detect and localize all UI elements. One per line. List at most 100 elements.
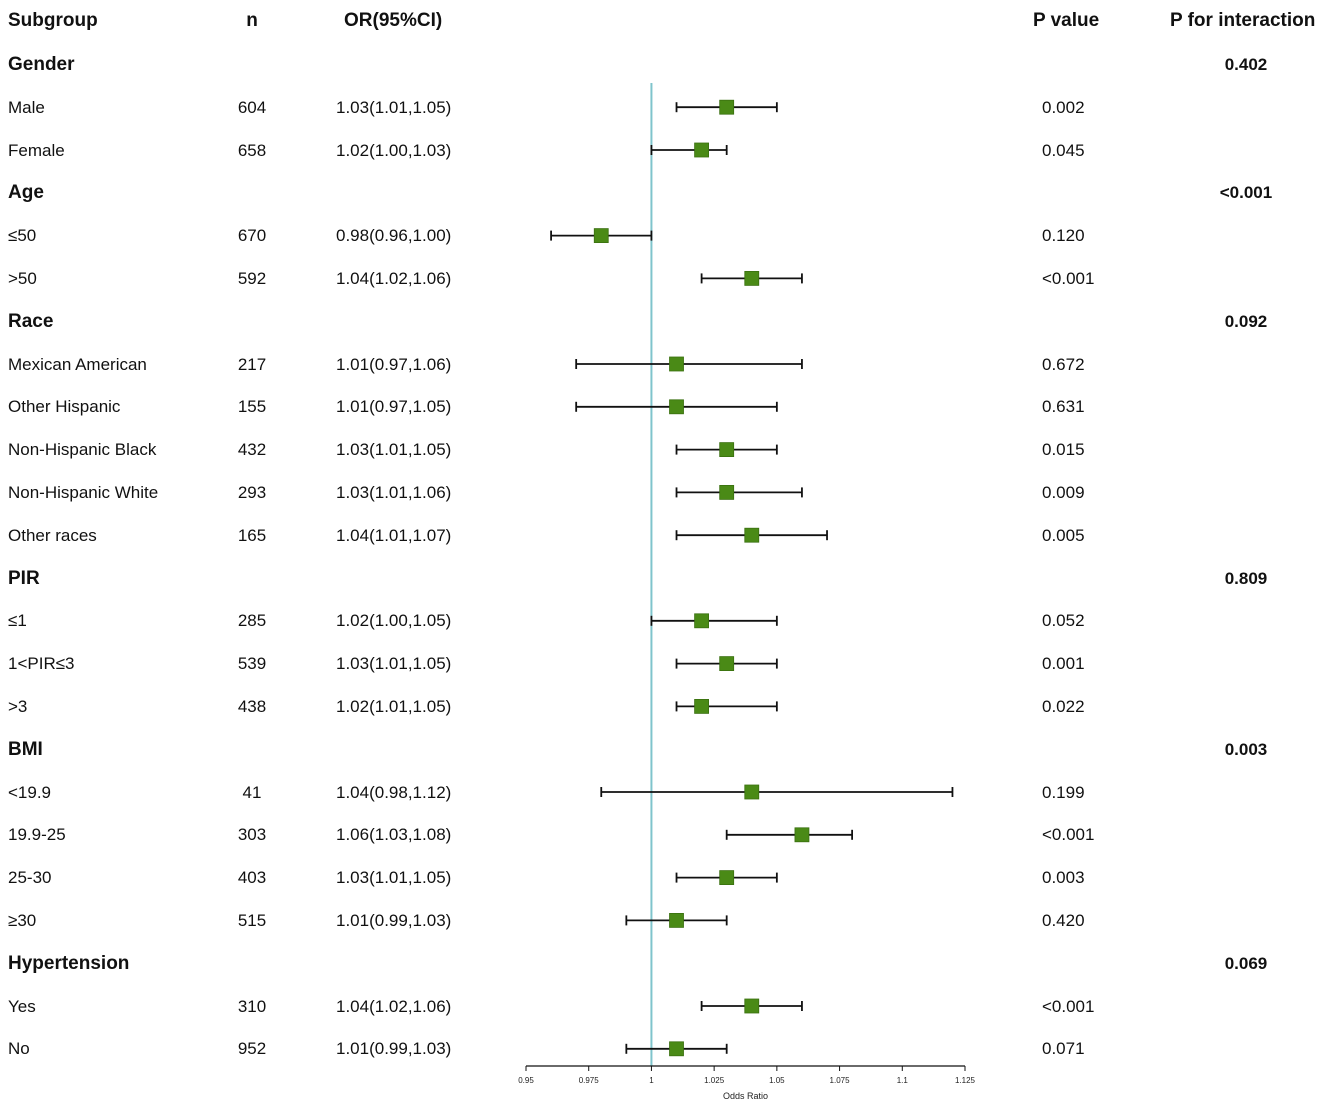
or-ci-value: 1.03(1.01,1.05) xyxy=(336,868,452,888)
x-tick-label: 1.025 xyxy=(704,1076,725,1085)
or-ci-value: 1.06(1.03,1.08) xyxy=(336,825,452,845)
or-ci-value: 1.04(1.01,1.07) xyxy=(336,525,452,545)
group-label: Age xyxy=(8,182,44,204)
or-marker xyxy=(669,356,684,372)
p-interaction-value: <0.001 xyxy=(1219,183,1273,203)
n-value: 952 xyxy=(237,1039,267,1059)
group-label: Hypertension xyxy=(8,952,130,974)
x-tick-label: 1.125 xyxy=(955,1076,976,1085)
or-ci-value: 0.98(0.96,1.00) xyxy=(336,226,452,246)
or-marker xyxy=(694,613,709,629)
subgroup-label: >50 xyxy=(8,269,37,288)
subgroup-row: No 952 1.01(0.99,1.03) 0.071 xyxy=(0,1027,1325,1070)
group-row: Age <0.001 xyxy=(0,171,1325,214)
subgroup-row: Other races 165 1.04(1.01,1.07) 0.005 xyxy=(0,514,1325,557)
or-marker xyxy=(694,142,709,158)
n-value: 670 xyxy=(237,226,267,246)
p-interaction-value: 0.402 xyxy=(1224,55,1268,74)
subgroup-label: ≥30 xyxy=(8,911,37,930)
n-value: 303 xyxy=(237,825,267,845)
or-marker xyxy=(719,442,735,458)
subgroup-label: 19.9-25 xyxy=(8,825,66,845)
p-value: 0.420 xyxy=(1042,911,1085,930)
n-value: 165 xyxy=(237,525,267,545)
subgroup-label: Female xyxy=(8,140,65,160)
subgroup-label: Non-Hispanic Black xyxy=(8,440,157,460)
subgroup-label: Male xyxy=(8,97,45,117)
group-label: Gender xyxy=(8,54,75,75)
or-marker xyxy=(719,99,735,115)
subgroup-row: Male 604 1.03(1.01,1.05) 0.002 xyxy=(0,86,1325,129)
or-marker xyxy=(694,699,709,714)
subgroup-row: 19.9-25 303 1.06(1.03,1.08) <0.001 xyxy=(0,813,1325,856)
or-marker xyxy=(744,784,760,800)
or-ci-value: 1.02(1.01,1.05) xyxy=(336,697,452,716)
p-value: 0.022 xyxy=(1042,697,1085,716)
or-marker xyxy=(669,399,684,415)
subgroup-row: >50 592 1.04(1.02,1.06) <0.001 xyxy=(0,257,1325,300)
subgroup-label: Yes xyxy=(8,996,36,1016)
or-marker xyxy=(669,913,684,928)
p-value: 0.120 xyxy=(1042,226,1085,246)
p-value: 0.015 xyxy=(1042,440,1085,460)
x-tick-label: 1.1 xyxy=(897,1076,909,1085)
subgroup-label: Non-Hispanic White xyxy=(8,483,159,502)
subgroup-row: Mexican American 217 1.01(0.97,1.06) 0.672 xyxy=(0,343,1325,386)
x-tick-label: 0.975 xyxy=(579,1076,600,1085)
n-value: 658 xyxy=(237,140,267,160)
or-ci-value: 1.02(1.00,1.03) xyxy=(336,140,452,160)
subgroup-row: ≤1 285 1.02(1.00,1.05) 0.052 xyxy=(0,599,1325,642)
p-value: 0.199 xyxy=(1042,782,1085,802)
group-row: Race 0.092 xyxy=(0,300,1325,343)
or-ci-value: 1.01(0.97,1.05) xyxy=(336,397,452,417)
or-ci-value: 1.03(1.01,1.05) xyxy=(336,654,452,674)
or-marker xyxy=(744,998,760,1014)
group-label: BMI xyxy=(8,738,43,760)
p-value: 0.002 xyxy=(1042,97,1085,117)
group-row: Hypertension 0.069 xyxy=(0,942,1325,985)
p-interaction-value: 0.092 xyxy=(1224,311,1268,331)
subgroup-label: 25-30 xyxy=(8,868,52,888)
subgroup-label: 1<PIR≤3 xyxy=(8,654,75,674)
n-value: 41 xyxy=(242,782,262,802)
n-value: 592 xyxy=(237,269,267,288)
subgroup-row: 1<PIR≤3 539 1.03(1.01,1.05) 0.001 xyxy=(0,642,1325,685)
header-p-value: P value xyxy=(1033,10,1100,31)
or-ci-value: 1.01(0.97,1.06) xyxy=(336,354,452,374)
or-ci-value: 1.04(0.98,1.12) xyxy=(336,782,452,802)
or-marker xyxy=(593,228,609,244)
subgroup-row: Yes 310 1.04(1.02,1.06) <0.001 xyxy=(0,985,1325,1028)
or-ci-value: 1.01(0.99,1.03) xyxy=(336,1039,452,1059)
or-marker xyxy=(719,870,735,885)
or-ci-value: 1.03(1.01,1.05) xyxy=(336,440,452,460)
or-marker xyxy=(744,270,760,286)
p-value: 0.005 xyxy=(1042,525,1085,545)
n-value: 432 xyxy=(237,440,267,460)
subgroup-row: 25-30 403 1.03(1.01,1.05) 0.003 xyxy=(0,856,1325,899)
p-value: 0.001 xyxy=(1042,654,1085,674)
group-label: PIR xyxy=(8,567,40,589)
group-row: PIR 0.809 xyxy=(0,557,1325,600)
x-tick-label: 1 xyxy=(649,1076,654,1085)
or-marker xyxy=(794,827,810,843)
p-value: <0.001 xyxy=(1042,825,1095,845)
p-value: 0.052 xyxy=(1042,611,1085,631)
p-value: 0.672 xyxy=(1042,354,1085,374)
subgroup-label: No xyxy=(8,1039,30,1059)
or-ci-value: 1.01(0.99,1.03) xyxy=(336,911,452,930)
n-value: 539 xyxy=(237,654,267,674)
subgroup-row: >3 438 1.02(1.01,1.05) 0.022 xyxy=(0,685,1325,728)
subgroup-row: Non-Hispanic Black 432 1.03(1.01,1.05) 0.01… xyxy=(0,428,1325,471)
or-ci-value: 1.04(1.02,1.06) xyxy=(336,269,452,288)
n-value: 604 xyxy=(237,97,267,117)
or-marker xyxy=(744,527,760,543)
or-ci-value: 1.03(1.01,1.05) xyxy=(336,97,452,117)
n-value: 310 xyxy=(237,996,267,1016)
n-value: 438 xyxy=(237,697,267,716)
subgroup-label: >3 xyxy=(8,697,28,716)
x-tick-label: 0.95 xyxy=(518,1076,534,1085)
or-marker xyxy=(719,484,735,500)
subgroup-label: <19.9 xyxy=(8,782,52,802)
subgroup-row: ≥30 515 1.01(0.99,1.03) 0.420 xyxy=(0,899,1325,942)
p-value: <0.001 xyxy=(1042,996,1095,1016)
